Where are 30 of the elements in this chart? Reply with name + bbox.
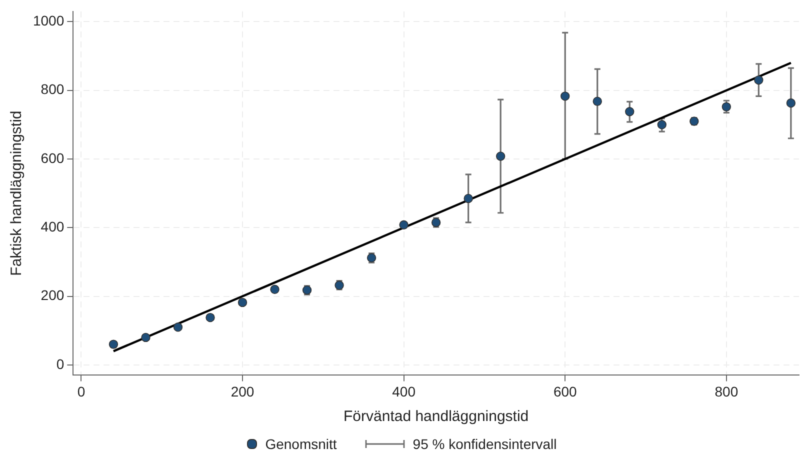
text: 95 % konfidensintervall xyxy=(412,436,557,452)
x-tick-label: 800 xyxy=(714,383,738,400)
x-axis-title: Förväntad handläggningstid xyxy=(344,408,529,426)
point xyxy=(173,322,183,332)
x-tick-label: 400 xyxy=(392,383,416,400)
point xyxy=(464,194,473,204)
point xyxy=(496,152,506,161)
y-tick-label: 600 xyxy=(40,150,64,166)
point xyxy=(625,107,634,116)
x-tick-label: 600 xyxy=(553,383,578,400)
point xyxy=(786,98,796,108)
point xyxy=(560,92,570,101)
point xyxy=(592,96,602,106)
y-tick-label: 800 xyxy=(40,81,64,98)
x-tick-label: 200 xyxy=(230,383,254,400)
y-axis-title: Faktisk handläggningstid xyxy=(8,110,26,276)
point xyxy=(238,298,248,308)
x-tick-label: 0 xyxy=(77,383,86,400)
point xyxy=(722,102,732,112)
legend-label: Genomsnitt xyxy=(265,436,337,452)
point xyxy=(206,312,215,322)
y-tick-label: 0 xyxy=(56,356,64,372)
point xyxy=(270,284,280,294)
point xyxy=(754,75,764,85)
point xyxy=(657,120,666,130)
point xyxy=(141,332,150,342)
point xyxy=(108,340,118,349)
y-tick-label: 400 xyxy=(40,218,64,234)
y-tick-label: 1000 xyxy=(32,12,64,29)
y-tick-label: 200 xyxy=(40,287,64,304)
